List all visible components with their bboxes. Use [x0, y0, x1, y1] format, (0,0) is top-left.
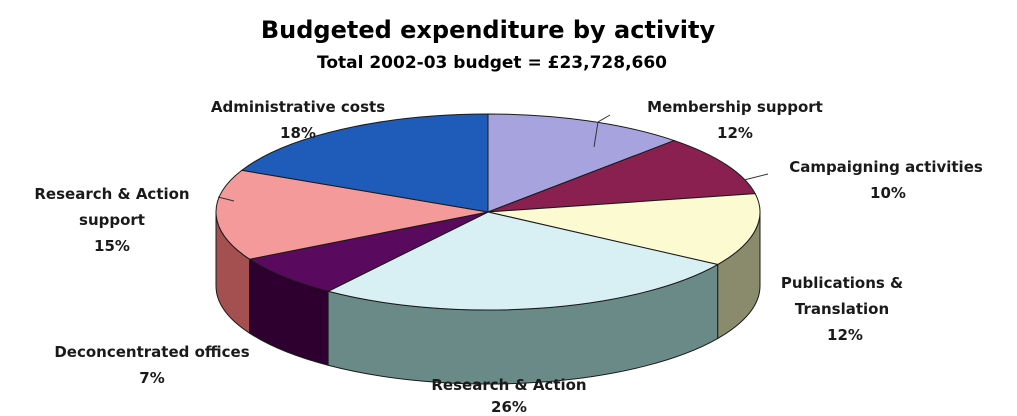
- slice-label-membership-support: Membership support 12%: [647, 98, 823, 142]
- pie-tops: [215, 113, 761, 311]
- chart-subtitle: Total 2002-03 budget = £23,728,660: [317, 53, 667, 73]
- pie-slice-research-and-action: [326, 211, 720, 311]
- slice-percent: 18%: [280, 124, 316, 142]
- slice-label-research-action-support: Research & Action support 15%: [34, 185, 189, 255]
- slice-label-deconcentrated-offices: Deconcentrated offices 7%: [54, 343, 249, 387]
- slice-percent: 15%: [94, 237, 130, 255]
- slice-percent: 26%: [491, 398, 527, 416]
- pie-slice-administrative-costs: [240, 113, 489, 213]
- slice-percent: 10%: [870, 184, 906, 202]
- pie-slice-research-and-action-support: [215, 169, 489, 260]
- slice-name: Research & Action: [431, 376, 586, 394]
- slice-label-research-action: Research & Action 26%: [431, 376, 586, 416]
- pie-slice-campaigning-activities: [487, 140, 756, 213]
- slice-name: Campaigning activities: [789, 158, 983, 176]
- slice-percent: 12%: [717, 124, 753, 142]
- slice-name-line-2: support: [79, 211, 145, 229]
- slice-name: Administrative costs: [211, 98, 385, 116]
- slice-label-publications-translation: Publications & Translation 12%: [781, 274, 903, 344]
- chart-title: Budgeted expenditure by activity: [261, 16, 716, 44]
- slice-name-line-1: Publications &: [781, 274, 903, 292]
- pie-slice-publications-and-translation: [487, 193, 761, 266]
- slice-name-line-1: Research & Action: [34, 185, 189, 203]
- slice-label-campaigning-activities: Campaigning activities 10%: [789, 158, 983, 202]
- leader-lines: [217, 114, 769, 202]
- pie-slice-deconcentrated-offices: [248, 211, 489, 292]
- pie-slice-membership-support: [487, 113, 676, 213]
- leader-membership-support: [593, 114, 611, 148]
- slice-percent: 12%: [827, 326, 863, 344]
- slice-name: Membership support: [647, 98, 823, 116]
- slice-name-line-2: Translation: [795, 300, 889, 318]
- slice-label-administrative-costs: Administrative costs 18%: [211, 98, 385, 142]
- slice-percent: 7%: [139, 369, 164, 387]
- leader-campaigning-activities: [743, 173, 769, 181]
- leader-research-action-support: [217, 196, 235, 202]
- slice-name: Deconcentrated offices: [54, 343, 249, 361]
